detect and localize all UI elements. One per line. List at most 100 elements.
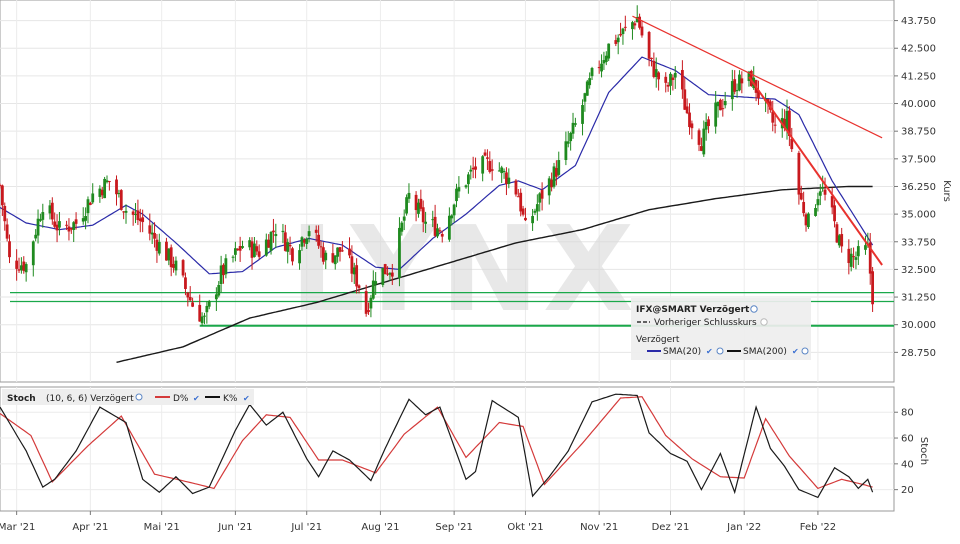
candle-body <box>583 93 587 102</box>
candle-body <box>58 221 61 228</box>
candle-body <box>840 234 844 247</box>
candle-body <box>131 211 135 215</box>
stoch-params: (10, 6, 6) Verzögert <box>46 394 134 404</box>
candle-body <box>471 167 475 170</box>
candle-body <box>331 253 335 263</box>
candle-body <box>222 264 225 276</box>
candle-body <box>683 89 687 110</box>
candle-body <box>203 315 206 317</box>
candle-body <box>172 264 175 268</box>
candle-body <box>733 79 737 92</box>
stoch-d-check-icon[interactable]: ✔ <box>193 394 200 403</box>
candle-body <box>849 253 853 267</box>
x-tick-label: Dez '21 <box>652 522 690 533</box>
candle-body <box>486 157 489 159</box>
candle-body <box>136 210 140 221</box>
candle-body <box>597 67 601 69</box>
candle-body <box>830 196 834 208</box>
candle-body <box>581 105 584 124</box>
candle-body <box>157 241 161 254</box>
candle-body <box>607 43 611 59</box>
candle-body <box>569 132 573 142</box>
candle-body <box>381 267 385 285</box>
candle-body <box>673 73 677 78</box>
candle-body <box>214 294 218 300</box>
candle-body <box>666 84 670 87</box>
candle-body <box>464 185 468 188</box>
candle-body <box>264 239 268 256</box>
candle-body <box>22 261 26 271</box>
candle-body <box>31 241 35 266</box>
candle-body <box>807 213 810 227</box>
price-tick-label: 32.500 <box>901 265 936 276</box>
legend-sma20-check-icon[interactable]: ✔ <box>706 347 713 356</box>
candle-body <box>457 187 461 192</box>
price-tick-label: 35.000 <box>901 210 936 221</box>
watermark: LYNX <box>290 200 638 338</box>
candle-body <box>338 247 342 252</box>
candle-body <box>647 32 651 59</box>
candle-body <box>257 251 261 257</box>
candle-body <box>383 264 387 275</box>
legend-title-eye-icon[interactable] <box>750 305 758 313</box>
legend-sma200-eye-icon[interactable] <box>801 347 809 355</box>
candle-body <box>804 214 808 226</box>
candle-body <box>573 123 577 125</box>
candle-body <box>207 300 211 307</box>
candle-body <box>771 111 775 123</box>
candle-body <box>241 246 244 248</box>
candle-body <box>169 247 173 268</box>
candle-body <box>319 246 323 248</box>
candle-body <box>502 170 506 172</box>
candle-body <box>367 310 370 312</box>
candle-body <box>74 219 78 224</box>
legend-sma20: SMA(20) <box>663 347 701 357</box>
candle-body <box>852 256 855 258</box>
legend-box: IFX@SMART Verzögert Vorheriger Schlussku… <box>631 298 811 360</box>
candle-body <box>633 23 637 26</box>
candle-body <box>497 170 501 172</box>
candle-body <box>557 160 561 175</box>
candle-body <box>669 73 672 86</box>
candle-body <box>474 166 477 170</box>
stoch-k-check-icon[interactable]: ✔ <box>243 394 250 403</box>
candle-body <box>535 204 539 212</box>
candle-body <box>450 215 454 219</box>
candle-body <box>814 207 817 216</box>
candle-body <box>671 77 675 81</box>
x-tick-label: Mai '21 <box>144 522 180 533</box>
candle-body <box>516 196 520 198</box>
candle-body <box>267 239 271 248</box>
stoch-k-label: K% <box>223 394 238 404</box>
candle-body <box>531 216 534 224</box>
candle-body <box>100 189 104 196</box>
candle-body <box>122 211 126 213</box>
candle-body <box>407 192 411 199</box>
candle-body <box>88 202 92 205</box>
candle-body <box>219 265 223 285</box>
candle-body <box>15 260 19 269</box>
candle-body <box>650 57 653 60</box>
candle-body <box>680 69 684 90</box>
x-tick-label: Feb '22 <box>800 522 836 533</box>
candle-body <box>854 257 858 260</box>
legend-sma20-eye-icon[interactable] <box>716 347 724 355</box>
legend-sma200-check-icon[interactable]: ✔ <box>792 347 799 356</box>
candle-body <box>188 297 192 301</box>
candle-body <box>414 194 418 211</box>
legend-prev-close-eye-icon[interactable] <box>760 318 768 326</box>
candle-body <box>585 81 589 96</box>
candle-body <box>340 250 344 252</box>
candle-body <box>55 224 59 231</box>
candle-body <box>507 177 511 184</box>
x-tick-label: Okt '21 <box>507 522 543 533</box>
candle-body <box>286 242 290 252</box>
price-tick-label: 37.500 <box>901 154 936 165</box>
candle-body <box>255 246 259 252</box>
stoch-eye-icon[interactable] <box>135 393 143 401</box>
candle-body <box>697 130 701 145</box>
candle-body <box>36 218 40 236</box>
candle-body <box>153 233 156 239</box>
candle-body <box>521 208 525 215</box>
candle-body <box>797 152 801 195</box>
